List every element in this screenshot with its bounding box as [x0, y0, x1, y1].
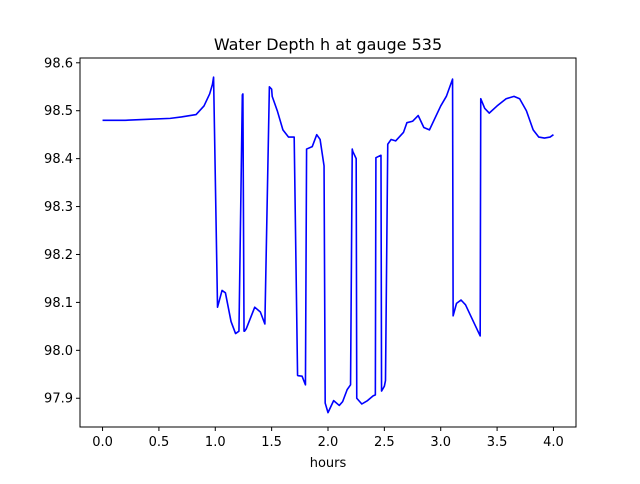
series-layer: [102, 76, 554, 414]
x-tick-label: 0.0: [92, 435, 113, 450]
y-tick-label: 98.2: [44, 248, 73, 263]
y-tick-label: 98.3: [44, 200, 73, 215]
series-line: [102, 76, 554, 414]
x-axis: 0.0 0.5 1.0 1.5 2.0 2.5 3.0 3.5 4.0: [92, 427, 564, 450]
y-tick-label: 98.1: [44, 296, 73, 311]
x-tick-label: 3.5: [487, 435, 508, 450]
y-tick-label: 98.5: [44, 104, 73, 119]
x-tick-label: 0.5: [149, 435, 170, 450]
axes-frame: [79, 57, 577, 428]
x-tick-label: 3.0: [430, 435, 451, 450]
plot-area: [79, 57, 577, 428]
x-tick-label: 1.0: [205, 435, 226, 450]
y-tick-label: 97.9: [44, 392, 73, 407]
x-tick-label: 4.0: [543, 435, 564, 450]
x-tick-label: 1.5: [261, 435, 282, 450]
chart-title: Water Depth h at gauge 535: [214, 35, 442, 54]
x-axis-label: hours: [310, 456, 347, 471]
x-tick-label: 2.5: [374, 435, 395, 450]
y-axis: 97.9 98.0 98.1 98.2 98.3 98.4 98.5 98.6: [44, 56, 80, 407]
x-tick-label: 2.0: [318, 435, 339, 450]
y-tick-label: 98.6: [44, 56, 73, 71]
y-tick-label: 98.4: [44, 152, 73, 167]
y-tick-label: 98.0: [44, 344, 73, 359]
